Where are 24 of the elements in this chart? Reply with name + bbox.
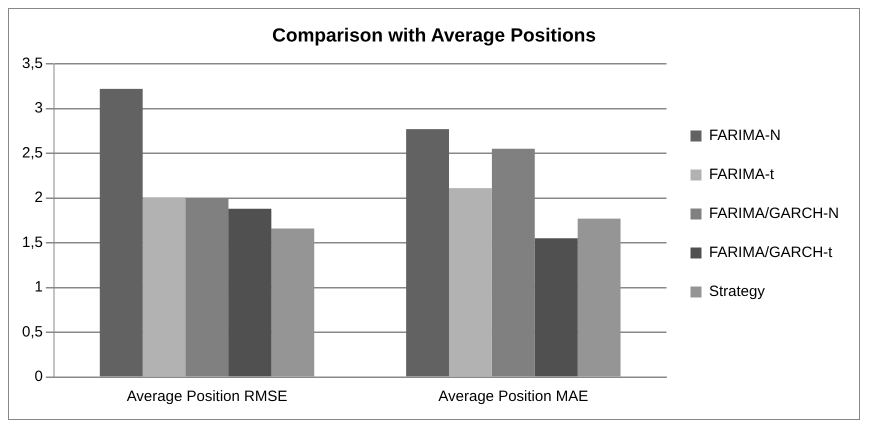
y-tick-label: 2	[34, 189, 43, 206]
bar	[534, 238, 578, 376]
y-tick-label: 2,5	[22, 144, 43, 162]
bar	[271, 228, 314, 376]
y-tick-label: 0	[34, 368, 43, 386]
bar	[228, 208, 272, 376]
y-tick-label: 1	[34, 278, 43, 296]
bar	[100, 88, 143, 376]
y-tick-label: 0,5	[22, 323, 43, 340]
legend-label: Strategy	[708, 283, 766, 300]
legend-label: FARIMA/GARCH-t	[708, 244, 834, 262]
legend-label: FARIMA-t	[708, 166, 775, 184]
legend-label: FARIMA/GARCH-N	[708, 205, 840, 222]
y-tick-label: 3	[34, 100, 43, 117]
legend-label: FARIMA-N	[708, 127, 781, 144]
x-tick-label: Average Position MAE	[438, 388, 588, 406]
bar	[406, 129, 450, 376]
y-tick-label: 3,5	[22, 54, 43, 72]
bar	[578, 218, 621, 376]
chart-title: Comparison with Average Positions	[272, 26, 596, 47]
bar	[142, 198, 186, 376]
bar	[449, 188, 492, 376]
y-tick-label: 1,5	[22, 234, 43, 251]
x-tick-label: Average Position RMSE	[126, 388, 288, 406]
